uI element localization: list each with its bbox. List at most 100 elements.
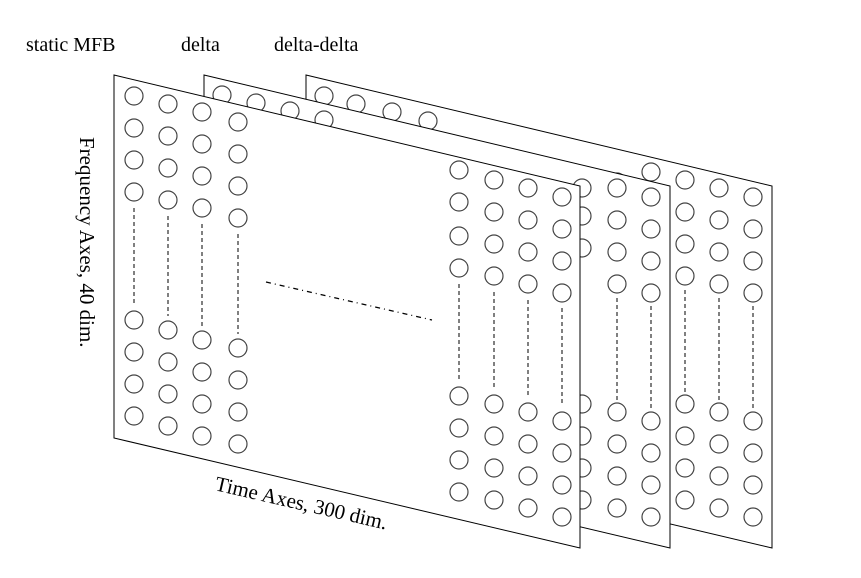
circle xyxy=(518,178,538,198)
circle xyxy=(449,258,469,278)
layer-delta-delta-dashes xyxy=(684,290,754,408)
circle xyxy=(192,394,212,414)
circle xyxy=(449,226,469,246)
circle xyxy=(675,458,695,478)
circle xyxy=(192,134,212,154)
circle xyxy=(484,426,504,446)
layer-static-mfb-circles xyxy=(124,86,572,527)
circle xyxy=(124,342,144,362)
circle xyxy=(228,208,248,228)
circle xyxy=(675,426,695,446)
label-delta: delta xyxy=(181,34,220,56)
circle xyxy=(228,176,248,196)
circle xyxy=(449,482,469,502)
circle xyxy=(449,450,469,470)
circle xyxy=(743,283,763,303)
circle xyxy=(709,274,729,294)
circle xyxy=(124,86,144,106)
circle xyxy=(552,475,572,495)
circle xyxy=(552,283,572,303)
circle xyxy=(158,126,178,146)
circle xyxy=(518,274,538,294)
circle xyxy=(484,266,504,286)
circle xyxy=(228,370,248,390)
circle xyxy=(743,411,763,431)
time-ellipsis xyxy=(265,281,433,321)
layer-static-mfb xyxy=(113,74,581,549)
circle xyxy=(124,182,144,202)
circle xyxy=(192,362,212,382)
circle xyxy=(607,402,627,422)
circle xyxy=(743,475,763,495)
circle xyxy=(484,234,504,254)
circle xyxy=(518,434,538,454)
circle xyxy=(449,192,469,212)
circle xyxy=(124,310,144,330)
circle xyxy=(158,352,178,372)
circle xyxy=(552,219,572,239)
circle xyxy=(158,94,178,114)
circle xyxy=(641,411,661,431)
circle xyxy=(709,210,729,230)
circle xyxy=(641,283,661,303)
frequency-axis-label: Frequency Axes, 40 dim. xyxy=(75,137,99,348)
circle xyxy=(228,402,248,422)
circle xyxy=(192,330,212,350)
circle xyxy=(192,426,212,446)
circle xyxy=(552,507,572,527)
circle xyxy=(675,202,695,222)
circle xyxy=(709,242,729,262)
circle xyxy=(607,242,627,262)
circle xyxy=(743,443,763,463)
circle xyxy=(228,144,248,164)
circle xyxy=(607,210,627,230)
circle xyxy=(484,458,504,478)
circle xyxy=(552,411,572,431)
circle xyxy=(641,507,661,527)
circle xyxy=(607,274,627,294)
layer-static-mfb-dashes xyxy=(133,208,563,406)
circle xyxy=(124,118,144,138)
circle xyxy=(743,187,763,207)
circle xyxy=(607,434,627,454)
circle xyxy=(518,402,538,422)
circle xyxy=(124,150,144,170)
circle xyxy=(709,498,729,518)
circle xyxy=(228,112,248,132)
circle xyxy=(709,434,729,454)
circle xyxy=(484,394,504,414)
circle xyxy=(552,187,572,207)
circle xyxy=(124,406,144,426)
label-static-mfb: static MFB xyxy=(26,34,115,56)
circle xyxy=(675,266,695,286)
circle xyxy=(743,507,763,527)
circle xyxy=(192,198,212,218)
circle xyxy=(641,219,661,239)
circle xyxy=(484,202,504,222)
circle xyxy=(518,466,538,486)
circle xyxy=(158,384,178,404)
circle xyxy=(743,219,763,239)
label-delta-delta: delta-delta xyxy=(274,34,359,56)
circle xyxy=(518,242,538,262)
circle xyxy=(641,443,661,463)
circle xyxy=(607,178,627,198)
circle xyxy=(158,190,178,210)
circle xyxy=(449,160,469,180)
circle xyxy=(552,251,572,271)
circle xyxy=(641,162,661,182)
circle xyxy=(158,320,178,340)
layer-delta-dashes xyxy=(616,298,652,408)
circle xyxy=(449,418,469,438)
circle xyxy=(607,466,627,486)
circle xyxy=(518,498,538,518)
circle xyxy=(641,475,661,495)
circle xyxy=(192,102,212,122)
circle xyxy=(192,166,212,186)
circle xyxy=(641,251,661,271)
circle xyxy=(641,187,661,207)
circle xyxy=(552,443,572,463)
circle xyxy=(449,386,469,406)
circle xyxy=(709,402,729,422)
